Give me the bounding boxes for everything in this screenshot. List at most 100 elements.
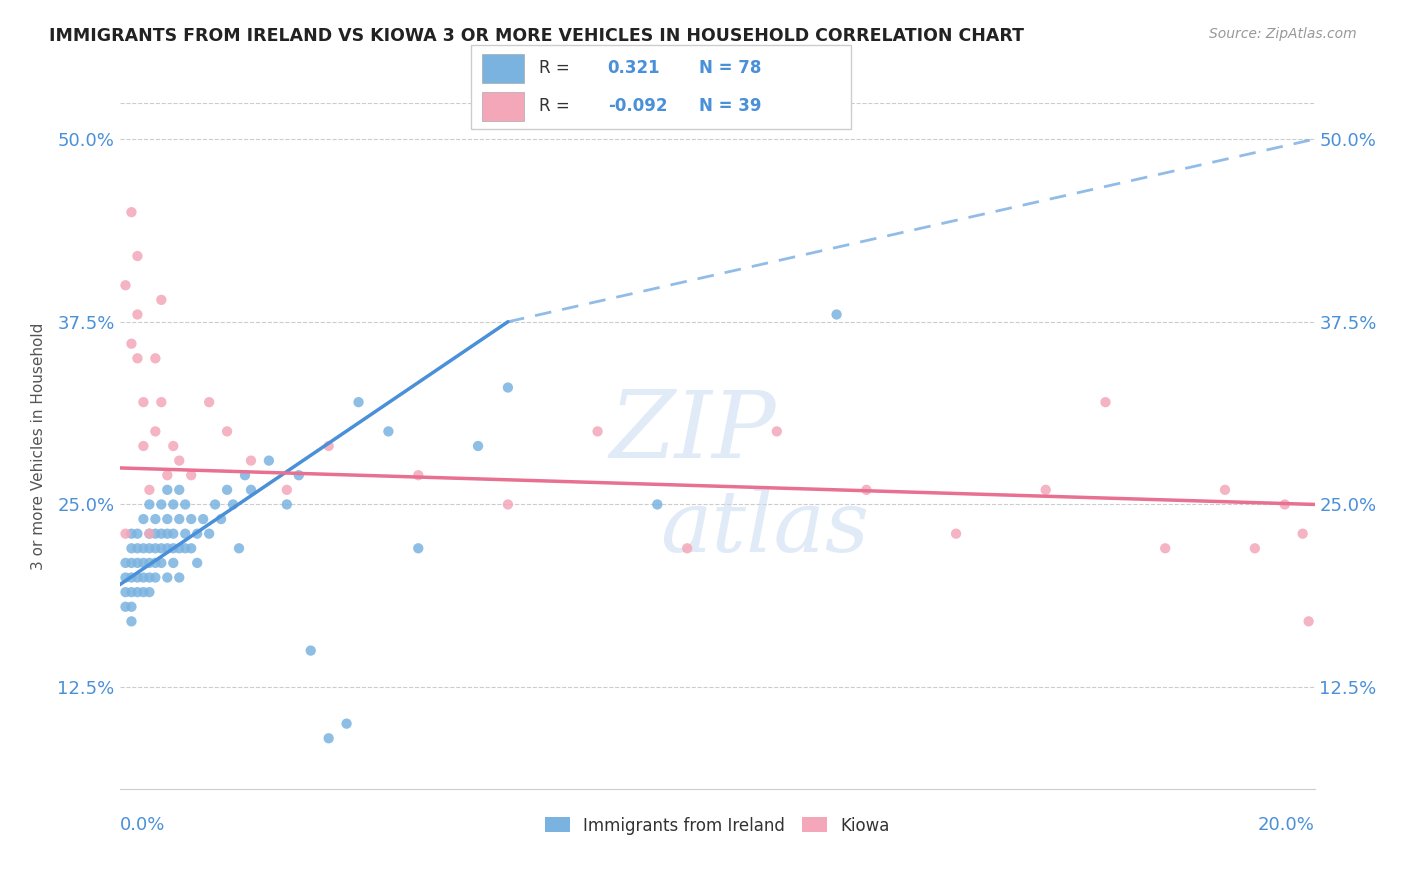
Point [114, 556, 136, 570]
Point [145, 526, 166, 541]
Point [1154, 541, 1177, 556]
Point [121, 526, 143, 541]
Y-axis label: 3 or more Vehicles in Household: 3 or more Vehicles in Household [31, 322, 46, 570]
Point [1244, 541, 1267, 556]
Point [209, 512, 232, 526]
Point [114, 599, 136, 614]
Text: 0.321: 0.321 [607, 60, 661, 78]
Point [239, 483, 263, 497]
Point [217, 483, 239, 497]
Point [138, 541, 160, 556]
Text: 0.0%: 0.0% [120, 816, 165, 834]
Point [186, 526, 208, 541]
Point [276, 483, 298, 497]
Point [257, 453, 280, 467]
Point [162, 541, 184, 556]
Text: ZIP: ZIP [610, 387, 776, 477]
Point [132, 439, 155, 453]
Point [174, 526, 197, 541]
Point [377, 425, 399, 439]
Text: R =: R = [540, 60, 569, 78]
Point [186, 556, 208, 570]
Point [121, 205, 143, 219]
Point [1213, 483, 1236, 497]
Point [162, 556, 184, 570]
FancyBboxPatch shape [482, 92, 524, 120]
Point [169, 541, 191, 556]
Point [150, 556, 173, 570]
Point [127, 249, 149, 263]
Text: 20.0%: 20.0% [1258, 816, 1315, 834]
Point [676, 541, 699, 556]
Point [318, 731, 340, 746]
Text: N = 78: N = 78 [699, 60, 761, 78]
Point [156, 570, 179, 584]
Point [169, 483, 191, 497]
Point [156, 541, 179, 556]
Point [647, 498, 669, 512]
Point [145, 556, 166, 570]
Point [127, 526, 149, 541]
Point [132, 585, 155, 599]
Point [766, 425, 789, 439]
Point [121, 585, 143, 599]
Point [132, 395, 155, 409]
Point [127, 308, 149, 322]
Point [496, 380, 519, 394]
Point [288, 468, 311, 483]
Point [496, 498, 519, 512]
Point [180, 541, 202, 556]
Point [156, 512, 179, 526]
Text: atlas: atlas [661, 487, 869, 570]
Point [145, 425, 166, 439]
Point [855, 483, 877, 497]
Point [156, 468, 179, 483]
Text: N = 39: N = 39 [699, 97, 761, 115]
Text: R =: R = [540, 97, 569, 115]
Point [114, 526, 136, 541]
Point [204, 498, 226, 512]
Point [239, 453, 263, 467]
Point [121, 541, 143, 556]
Point [180, 512, 202, 526]
Point [150, 395, 173, 409]
Point [132, 556, 155, 570]
Point [586, 425, 609, 439]
Point [121, 570, 143, 584]
Text: IMMIGRANTS FROM IRELAND VS KIOWA 3 OR MORE VEHICLES IN HOUSEHOLD CORRELATION CHA: IMMIGRANTS FROM IRELAND VS KIOWA 3 OR MO… [49, 27, 1024, 45]
Point [825, 308, 848, 322]
Point [114, 278, 136, 293]
Point [127, 556, 149, 570]
Point [138, 526, 160, 541]
Point [162, 439, 184, 453]
Point [145, 541, 166, 556]
Point [127, 570, 149, 584]
Point [180, 468, 202, 483]
Point [150, 293, 173, 307]
Point [127, 541, 149, 556]
Point [1035, 483, 1057, 497]
Point [138, 483, 160, 497]
Point [145, 570, 166, 584]
Point [156, 483, 179, 497]
Point [174, 498, 197, 512]
Point [138, 498, 160, 512]
Point [408, 541, 430, 556]
Point [145, 351, 166, 366]
Text: -0.092: -0.092 [607, 97, 668, 115]
Point [127, 351, 149, 366]
Point [138, 585, 160, 599]
Point [121, 336, 143, 351]
Point [162, 498, 184, 512]
Point [127, 585, 149, 599]
Point [138, 556, 160, 570]
Point [233, 468, 256, 483]
Point [228, 541, 250, 556]
Point [276, 498, 298, 512]
Point [150, 498, 173, 512]
Point [222, 498, 245, 512]
Point [1094, 395, 1116, 409]
Point [1292, 526, 1315, 541]
Point [217, 425, 239, 439]
Point [1274, 498, 1296, 512]
